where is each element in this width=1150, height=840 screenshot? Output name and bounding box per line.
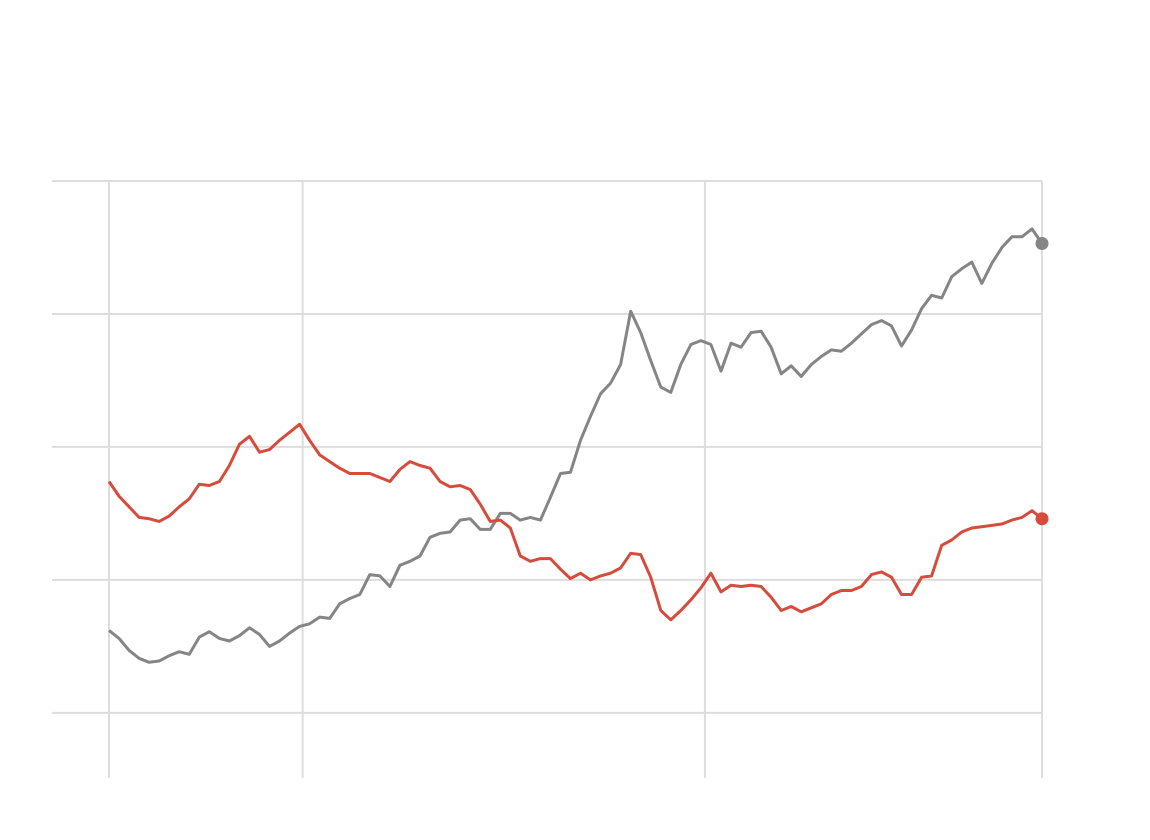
end-dot [1035, 236, 1049, 250]
series-line [107, 422, 1043, 622]
end-dot [1035, 512, 1049, 526]
series-line [108, 227, 1044, 664]
